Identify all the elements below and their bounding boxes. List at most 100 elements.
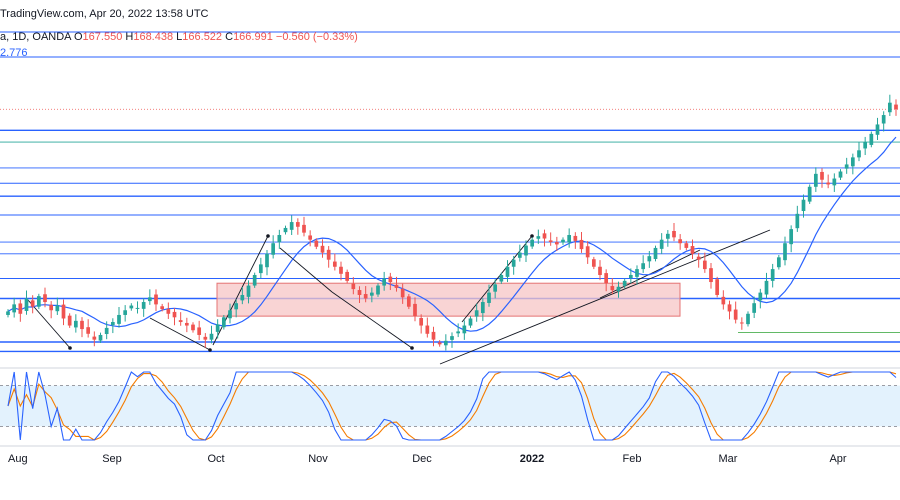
candle-body bbox=[295, 222, 300, 227]
ma-value: 2.776 bbox=[0, 47, 28, 59]
stoch-d-line bbox=[7, 371, 897, 441]
candle-body bbox=[702, 260, 707, 270]
candle-body bbox=[166, 309, 171, 314]
candles bbox=[6, 94, 898, 351]
candle-body bbox=[357, 290, 362, 295]
candle-body bbox=[314, 240, 319, 247]
ma-line bbox=[7, 136, 897, 332]
candle-body bbox=[43, 294, 47, 303]
candle-body bbox=[302, 224, 306, 233]
trend-line bbox=[27, 299, 71, 349]
candle-body bbox=[80, 320, 84, 330]
candle-body bbox=[838, 171, 843, 178]
candle-body bbox=[61, 304, 66, 319]
candle-body bbox=[147, 297, 152, 302]
trend-line bbox=[331, 291, 413, 349]
candle-body bbox=[228, 310, 232, 319]
candle-body bbox=[721, 296, 726, 305]
candle-body bbox=[104, 327, 109, 335]
candle-body bbox=[129, 305, 134, 309]
candle-body bbox=[456, 331, 461, 334]
candle-body bbox=[252, 274, 257, 286]
open-label: O bbox=[73, 31, 83, 43]
candle-body bbox=[715, 279, 720, 295]
candle-body bbox=[493, 284, 498, 292]
candle-body bbox=[184, 322, 189, 326]
candle-body bbox=[406, 296, 411, 307]
candle-body bbox=[480, 302, 485, 314]
low-label: L bbox=[176, 31, 183, 43]
candle-body bbox=[55, 305, 60, 312]
candle-body bbox=[517, 252, 522, 258]
candle-body bbox=[554, 242, 559, 245]
candle-body bbox=[616, 286, 621, 292]
candle-body bbox=[789, 229, 794, 245]
candle-body bbox=[511, 259, 516, 267]
candle-body bbox=[591, 259, 596, 267]
candle-body bbox=[92, 336, 97, 340]
arrow-head bbox=[530, 234, 534, 238]
candle-body bbox=[690, 246, 695, 254]
candle-body bbox=[832, 178, 837, 186]
candle-body bbox=[450, 336, 454, 340]
candle-body bbox=[820, 171, 824, 180]
candle-body bbox=[635, 269, 639, 277]
candle-body bbox=[369, 292, 374, 296]
candle-body bbox=[764, 280, 769, 295]
candle-body bbox=[622, 280, 627, 286]
source-text: TradingView.com, Apr 20, 2022 13:58 UTC bbox=[0, 8, 209, 20]
candle-body bbox=[215, 324, 220, 332]
candle-body bbox=[659, 239, 664, 249]
candle-body bbox=[86, 327, 91, 334]
x-tick-label: Mar bbox=[719, 453, 738, 465]
candle-body bbox=[850, 157, 855, 167]
trend-line bbox=[149, 317, 211, 351]
candle-body bbox=[474, 310, 479, 317]
candle-body bbox=[462, 325, 467, 334]
candle-body bbox=[123, 310, 128, 315]
moving-average bbox=[7, 136, 897, 332]
candle-body bbox=[49, 304, 54, 311]
candle-body bbox=[425, 325, 430, 334]
candle-body bbox=[795, 213, 800, 229]
change-value: −0.560 (−0.33%) bbox=[275, 31, 358, 43]
candle-body bbox=[265, 253, 269, 268]
candle-body bbox=[770, 269, 775, 281]
ohlc-legend: a, 1D, OANDA O167.550 H168.438 L166.522 … bbox=[0, 31, 358, 43]
candle-body bbox=[160, 306, 165, 310]
candle-body bbox=[696, 256, 701, 260]
candle-body bbox=[363, 294, 368, 299]
candle-body bbox=[110, 322, 115, 326]
candle-body bbox=[758, 292, 763, 301]
candle-body bbox=[783, 243, 787, 261]
candle-body bbox=[548, 240, 553, 243]
open-value: 167.550 bbox=[82, 31, 123, 43]
candle-body bbox=[394, 284, 399, 288]
candle-body bbox=[610, 286, 615, 291]
candle-body bbox=[641, 263, 646, 270]
candle-body bbox=[172, 311, 177, 318]
candle-body bbox=[536, 236, 541, 239]
candle-body bbox=[653, 247, 658, 259]
candle-body bbox=[12, 304, 17, 313]
candle-body bbox=[487, 292, 491, 303]
candle-body bbox=[443, 340, 448, 346]
candle-body bbox=[573, 235, 578, 241]
x-axis: Aug Sep Oct Nov Dec 2022 Feb Mar Apr bbox=[0, 445, 900, 465]
candle-body bbox=[73, 320, 78, 328]
candle-body bbox=[419, 318, 424, 326]
candle-body bbox=[647, 256, 652, 262]
stochastic-oscillator bbox=[0, 367, 900, 441]
candle-body bbox=[345, 271, 350, 281]
candle-body bbox=[326, 249, 331, 260]
x-tick-label: 2022 bbox=[520, 453, 544, 465]
stoch-band bbox=[0, 385, 900, 427]
candle-body bbox=[320, 245, 325, 253]
candle-body bbox=[308, 235, 313, 240]
candle-body bbox=[271, 243, 276, 255]
candle-body bbox=[154, 294, 158, 305]
candle-body bbox=[665, 233, 670, 239]
candle-body bbox=[289, 222, 294, 230]
close-value: 166.991 bbox=[233, 31, 273, 43]
